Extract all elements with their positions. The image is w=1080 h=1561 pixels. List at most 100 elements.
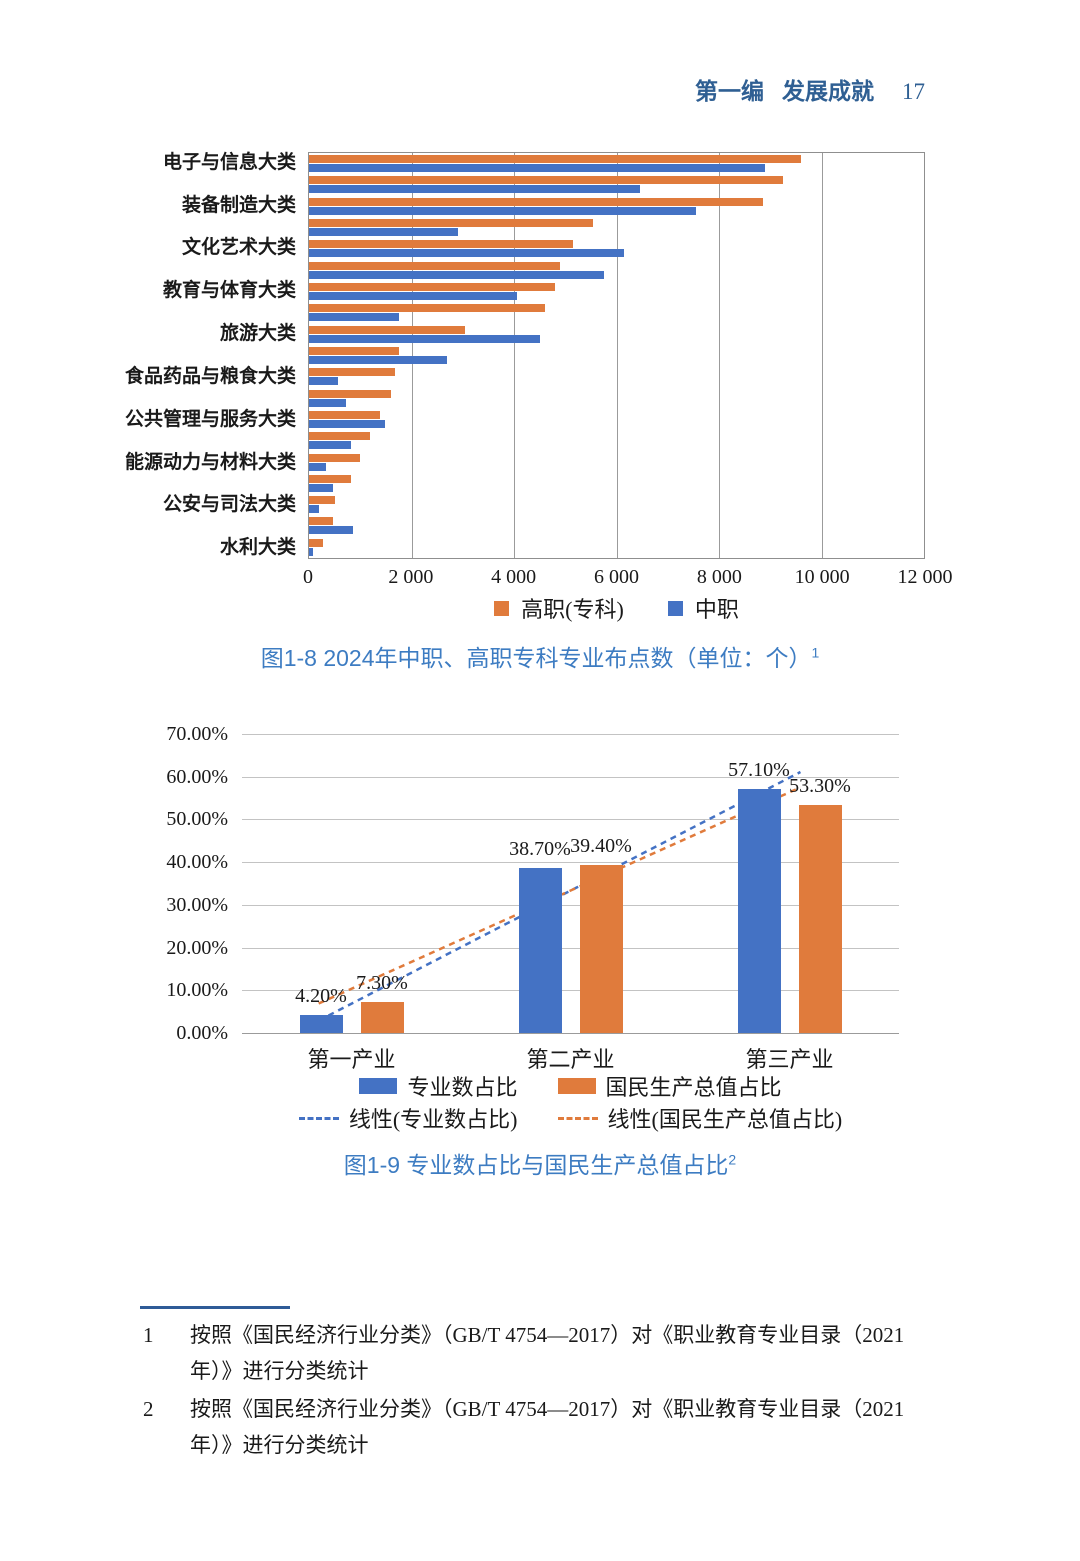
- bar-zhuanye: [737, 789, 781, 1033]
- chart2-data-label: 38.70%: [509, 837, 571, 860]
- chart1-bar-group: [309, 217, 924, 238]
- chart2-y-tick: 70.00%: [166, 723, 228, 745]
- chart1-bar-group: [309, 260, 924, 281]
- chart1-x-tick: 10 000: [794, 566, 850, 588]
- bar-gaozhi: [309, 432, 370, 441]
- chart1-x-tick: 2 000: [388, 566, 434, 588]
- bar-zhongzhi: [309, 334, 540, 343]
- chart2-gridline: [242, 862, 899, 864]
- bar-zhongzhi: [309, 462, 326, 471]
- gdp-swatch: [557, 1078, 596, 1094]
- chart2-data-label: 7.30%: [356, 971, 408, 994]
- chart2-data-label: 39.40%: [570, 834, 632, 857]
- chart2-x-label: 第二产业: [526, 1047, 615, 1072]
- chart2-data-label: 57.10%: [728, 759, 790, 782]
- bar-zhongzhi: [309, 185, 640, 194]
- bar-gaozhi: [309, 496, 335, 505]
- bar-gaozhi: [309, 368, 396, 377]
- chart1-bar-group: [309, 430, 924, 451]
- chart1-legend: 高职(专科) 中职: [308, 592, 925, 624]
- chart2-gridline: [242, 947, 899, 949]
- chart1-gridline: [411, 153, 413, 558]
- bar-zhongzhi: [309, 270, 604, 279]
- legend-item-trend-gdp: 线性(国民生产总值占比): [557, 1102, 843, 1134]
- legend-item-trend-zhuanye: 线性(专业数占比): [298, 1102, 518, 1134]
- bar-gaozhi: [309, 219, 594, 228]
- bar-zhongzhi: [309, 355, 448, 364]
- bar-zhongzhi: [309, 419, 386, 428]
- bar-gaozhi: [309, 283, 555, 292]
- bar-zhongzhi: [309, 313, 399, 322]
- chart2-x-axis: 第一产业 第二产业 第三产业: [242, 1042, 899, 1072]
- chart1-category-label: 公共管理与服务大类: [124, 408, 296, 430]
- chart2-y-tick: 30.00%: [166, 893, 228, 916]
- bar-gaozhi: [309, 389, 391, 398]
- bar-zhongzhi: [309, 228, 458, 237]
- bar-gaozhi: [309, 304, 545, 313]
- legend-item-zhongzhi: 中职: [667, 592, 739, 624]
- bar-gaozhi: [309, 517, 334, 526]
- chart2-legend-trendlines: 线性(专业数占比) 线性(国民生产总值占比): [242, 1102, 899, 1134]
- chart1-category-labels: 电子与信息大类 装备制造大类 文化艺术大类 教育与体育大类 旅游大类 食品药品与粮食大类公…: [0, 152, 296, 559]
- footnote-2-number: 2: [143, 1397, 154, 1421]
- legend-label-gaozhi: 高职(专科): [521, 597, 624, 622]
- legend-label-trend-gdp: 线性(国民生产总值占比): [607, 1107, 843, 1132]
- footnote-divider: [140, 1306, 290, 1309]
- bar-gaozhi: [309, 453, 361, 462]
- bar-zhongzhi: [309, 505, 319, 514]
- legend-item-gdp: 国民生产总值占比: [557, 1070, 782, 1102]
- bar-gdp: [798, 805, 842, 1033]
- chart1-caption: 图1-8 2024年中职、高职专科专业布点数（单位：个）1: [0, 639, 1080, 673]
- zhongzhi-swatch: [667, 600, 683, 616]
- chart2-gridline: [242, 819, 899, 821]
- chart1-x-tick: 8 000: [696, 566, 742, 588]
- bar-gdp: [579, 864, 623, 1033]
- chart2-y-tick: 0.00%: [176, 1022, 228, 1044]
- chart1-bar-group: [309, 238, 924, 259]
- footnote-2-text: 按照《国民经济行业分类》（GB/T 4754—2017）对《职业教育专业目录（2…: [190, 1397, 905, 1457]
- chart1-bar-group: [309, 196, 924, 217]
- bar-gdp: [360, 1001, 404, 1033]
- bar-zhuanye: [299, 1015, 343, 1033]
- trend-gdp-swatch: [557, 1116, 598, 1120]
- chart2-y-tick: 40.00%: [166, 851, 228, 874]
- bar-gaozhi: [309, 410, 381, 419]
- chart2-x-label: 第三产业: [745, 1047, 834, 1072]
- footnote-1-number: 1: [143, 1323, 154, 1347]
- bar-gaozhi: [309, 538, 324, 547]
- chart1-bar-group: [309, 387, 924, 408]
- bar-zhongzhi: [309, 164, 766, 173]
- chart2-y-tick: 20.00%: [166, 936, 228, 959]
- chart1-bar-group: [309, 473, 924, 494]
- bar-gaozhi: [309, 346, 399, 355]
- page-header: 第一编 发展成就 17: [695, 72, 925, 106]
- bar-zhongzhi: [309, 206, 696, 215]
- trend-zhuanye-swatch: [298, 1116, 339, 1120]
- chart1-bar-group: [309, 281, 924, 302]
- bar-zhuanye: [518, 867, 562, 1033]
- chart1-category-label: 旅游大类: [219, 323, 296, 345]
- chart1-bar-group: [309, 494, 924, 515]
- chart1-category-label: 公安与司法大类: [162, 494, 296, 516]
- legend-label-trend-zhuanye: 线性(专业数占比): [348, 1107, 518, 1132]
- chart1-category-label: 能源动力与材料大类: [124, 451, 296, 473]
- chart1-gridline: [616, 153, 618, 558]
- chart1-category-label: 装备制造大类: [181, 194, 296, 216]
- chart2-y-tick: 50.00%: [166, 808, 228, 831]
- chart2-caption-text: 图1-9 专业数占比与国民生产总值占比: [343, 1152, 729, 1178]
- chart1-bar-group: [309, 409, 924, 430]
- chart2-data-label: 4.20%: [295, 985, 347, 1008]
- chart1-category-label: 文化艺术大类: [181, 237, 296, 259]
- bar-zhongzhi: [309, 249, 625, 258]
- chart1-x-axis: 0 2 000 4 000 6 000 8 000 10 000 12 000: [0, 566, 1080, 592]
- chart1-bar-group: [309, 515, 924, 536]
- bar-zhongzhi: [309, 441, 352, 450]
- chart1-bar-group: [309, 366, 924, 387]
- chart1-plot: [308, 152, 925, 559]
- bar-zhongzhi: [309, 377, 338, 386]
- legend-label-zhongzhi: 中职: [694, 597, 739, 622]
- header-chapter-title: 发展成就: [782, 79, 874, 104]
- chart2-gridline: [242, 990, 899, 992]
- chart1-bar-group: [309, 302, 924, 323]
